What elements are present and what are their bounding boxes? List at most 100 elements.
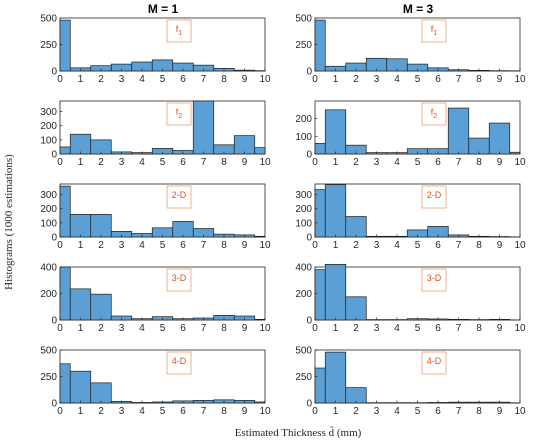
x-tick-label: 1 [78, 240, 84, 251]
x-tick-label: 9 [242, 406, 248, 417]
panel-label: 2-D [172, 190, 187, 200]
x-tick-label: 2 [353, 240, 359, 251]
histogram-bar [314, 367, 326, 404]
panel-label-box [421, 268, 447, 292]
x-tick-label: 1 [78, 157, 84, 168]
x-tick-label: 2 [353, 157, 359, 168]
histogram-bar [59, 146, 71, 155]
x-tick-label: 5 [415, 240, 421, 251]
histogram-bar [345, 216, 367, 238]
x-tick-label: 5 [160, 74, 166, 85]
x-tick-label: 8 [476, 157, 482, 168]
x-axis-label: Estimated Thickness d̃ (mm) [235, 425, 362, 439]
histogram-bar [509, 151, 521, 155]
x-tick-label: 4 [139, 74, 145, 85]
x-tick-label: 8 [476, 240, 482, 251]
y-tick-label: 0 [306, 150, 312, 161]
x-tick-label: 0 [312, 240, 318, 251]
x-tick-label: 3 [374, 323, 380, 334]
x-tick-label: 1 [333, 240, 339, 251]
x-tick-label: 6 [180, 240, 186, 251]
histogram-bar [192, 100, 215, 155]
y-tick-label: 500 [40, 14, 57, 25]
x-tick-label: 2 [98, 240, 104, 251]
histogram-bar [254, 235, 266, 238]
y-tick-label: 250 [40, 40, 57, 51]
y-tick-label: 250 [40, 372, 57, 383]
x-tick-label: 3 [119, 323, 125, 334]
x-tick-label: 9 [242, 323, 248, 334]
x-tick-label: 2 [98, 74, 104, 85]
x-tick-label: 6 [180, 406, 186, 417]
x-tick-label: 1 [78, 406, 84, 417]
x-tick-label: 1 [78, 74, 84, 85]
panel-label-box [421, 102, 447, 126]
x-tick-label: 4 [139, 323, 145, 334]
x-tick-label: 10 [514, 240, 526, 251]
y-axis-label: Histograms (1000 estimations) [3, 154, 15, 290]
x-tick-label: 3 [374, 406, 380, 417]
y-tick-label: 0 [306, 399, 312, 410]
panel-label-box [166, 351, 192, 375]
x-tick-label: 4 [394, 406, 400, 417]
histogram-bar [254, 147, 266, 155]
x-tick-label: 0 [312, 406, 318, 417]
y-tick-label: 250 [295, 40, 312, 51]
x-tick-label: 7 [201, 406, 207, 417]
panel-label-box [421, 19, 447, 43]
x-tick-label: 2 [353, 323, 359, 334]
panel-label-box [166, 19, 192, 43]
histogram-bar [447, 107, 470, 155]
x-tick-label: 2 [353, 406, 359, 417]
x-tick-label: 8 [476, 74, 482, 85]
x-tick-label: 10 [259, 240, 271, 251]
histogram-panel-0-0: 0 1 2 3 4 5 6 7 8 9 10 0 250 500 f1 [40, 14, 271, 86]
histogram-panel-1-4: 0 1 2 3 4 5 6 7 8 9 10 0 250 500 4-D [295, 346, 526, 418]
histogram-bar [324, 109, 347, 155]
y-tick-label: 100 [295, 218, 312, 229]
histogram-bar [90, 293, 112, 321]
x-tick-label: 3 [119, 406, 125, 417]
x-tick-label: 10 [259, 323, 271, 334]
histogram-bar [324, 184, 347, 238]
panel-label: 4-D [172, 356, 187, 366]
x-tick-label: 5 [415, 157, 421, 168]
histogram-bar [488, 122, 511, 155]
x-tick-label: 4 [394, 74, 400, 85]
y-tick-label: 0 [51, 316, 57, 327]
x-tick-label: 8 [221, 157, 227, 168]
x-tick-label: 7 [456, 323, 462, 334]
x-tick-label: 10 [514, 157, 526, 168]
x-tick-label: 5 [160, 240, 166, 251]
y-tick-label: 0 [51, 399, 57, 410]
x-tick-label: 9 [497, 323, 503, 334]
histogram-panel-1-3: 0 1 2 3 4 5 6 7 8 9 10 0 200 400 3-D [295, 263, 526, 335]
histogram-bar [59, 185, 71, 238]
histogram-bar [90, 382, 112, 404]
panel-label: 3-D [172, 273, 187, 283]
y-tick-label: 200 [40, 204, 57, 215]
x-tick-label: 7 [456, 240, 462, 251]
histogram-bar [69, 214, 92, 238]
histogram-panel-0-4: 0 1 2 3 4 5 6 7 8 9 10 0 250 500 4-D [40, 346, 271, 418]
x-tick-label: 6 [435, 240, 441, 251]
x-tick-label: 5 [160, 323, 166, 334]
histogram-bar [254, 318, 266, 321]
x-tick-label: 1 [333, 157, 339, 168]
x-tick-label: 8 [221, 323, 227, 334]
x-tick-label: 1 [333, 74, 339, 85]
x-tick-label: 10 [514, 74, 526, 85]
panel-label: f2 [176, 107, 183, 120]
x-tick-label: 4 [139, 157, 145, 168]
y-tick-label: 0 [51, 150, 57, 161]
panel-label: 3-D [427, 273, 442, 283]
x-tick-label: 6 [435, 74, 441, 85]
x-tick-label: 3 [119, 240, 125, 251]
column-title-left: M = 1 [148, 2, 179, 16]
y-tick-label: 0 [51, 67, 57, 78]
y-tick-label: 400 [40, 263, 57, 274]
x-tick-label: 0 [57, 406, 63, 417]
